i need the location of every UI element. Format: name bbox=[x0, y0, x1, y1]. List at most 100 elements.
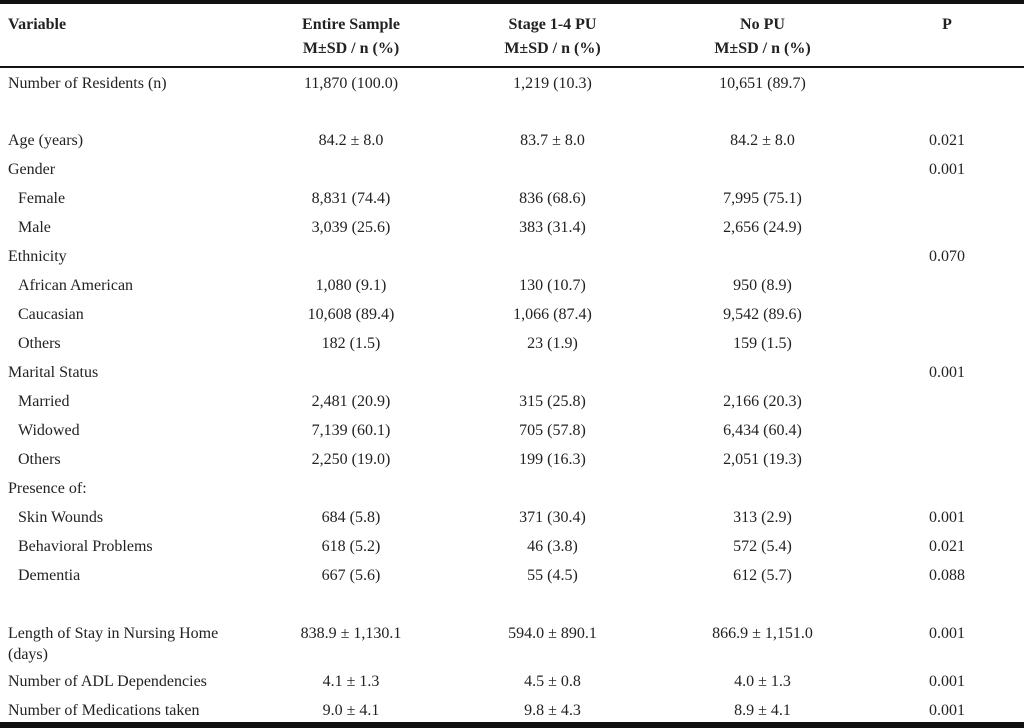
entire-sample-cell: 7,139 (60.1) bbox=[311, 422, 391, 439]
variable-cell: Male bbox=[18, 219, 51, 236]
column-header-stage-pu: Stage 1-4 PU M±SD / n (%) bbox=[450, 4, 655, 68]
table-row: Caucasian 10,608 (89.4) 1,066 (87.4) 9,542 … bbox=[0, 299, 1024, 328]
statistics-table: Variable Entire Sample M±SD / n (%) Stag… bbox=[0, 4, 1024, 724]
variable-cell: Married bbox=[18, 393, 70, 410]
spacer-cell bbox=[0, 589, 1024, 618]
p-value-cell bbox=[870, 212, 1024, 241]
p-value-cell: 0.001 bbox=[929, 702, 965, 719]
entire-sample-cell: 667 (5.6) bbox=[321, 567, 381, 584]
variable-cell: Others bbox=[18, 451, 61, 468]
table-row: Female 8,831 (74.4) 836 (68.6) 7,995 (75.1) bbox=[0, 183, 1024, 212]
column-header-label: No PU bbox=[740, 16, 785, 33]
entire-sample-cell: 2,250 (19.0) bbox=[311, 451, 391, 468]
p-value-cell bbox=[870, 67, 1024, 96]
entire-sample-cell: 84.2 ± 8.0 bbox=[318, 132, 384, 149]
entire-sample-cell: 4.1 ± 1.3 bbox=[322, 673, 380, 690]
entire-sample-cell: 9.0 ± 4.1 bbox=[322, 702, 380, 719]
variable-cell: African American bbox=[18, 277, 134, 294]
p-value-cell: 0.021 bbox=[929, 538, 965, 555]
p-value-cell: 0.001 bbox=[929, 161, 965, 178]
table-row: Number of Medications taken 9.0 ± 4.1 9.8 … bbox=[0, 695, 1024, 724]
stage-pu-cell: 23 (1.9) bbox=[527, 335, 578, 352]
p-value-cell: 0.001 bbox=[929, 509, 965, 526]
column-header-p-value: P bbox=[870, 4, 1024, 68]
no-pu-cell bbox=[655, 473, 870, 502]
no-pu-cell: 84.2 ± 8.0 bbox=[730, 132, 795, 149]
stage-pu-cell: 594.0 ± 890.1 bbox=[508, 625, 597, 642]
no-pu-cell: 313 (2.9) bbox=[733, 509, 792, 526]
column-header-label: Entire Sample bbox=[302, 16, 400, 33]
entire-sample-cell: 2,481 (20.9) bbox=[311, 393, 391, 410]
variable-cell: Ethnicity bbox=[8, 248, 67, 265]
entire-sample-cell: 1,080 (9.1) bbox=[315, 277, 387, 294]
stage-pu-cell: 383 (31.4) bbox=[519, 219, 586, 236]
column-header-label: P bbox=[942, 16, 952, 33]
variable-cell: Presence of: bbox=[8, 480, 87, 497]
p-value-cell bbox=[870, 415, 1024, 444]
no-pu-cell: 6,434 (60.4) bbox=[723, 422, 802, 439]
column-header-sublabel: M±SD / n (%) bbox=[504, 40, 601, 57]
no-pu-cell bbox=[655, 357, 870, 386]
column-header-entire-sample: Entire Sample M±SD / n (%) bbox=[252, 4, 450, 68]
p-value-cell bbox=[870, 386, 1024, 415]
spacer-row bbox=[0, 96, 1024, 125]
table-row: Marital Status 0.001 bbox=[0, 357, 1024, 386]
variable-cell: Widowed bbox=[18, 422, 80, 439]
header-row: Variable Entire Sample M±SD / n (%) Stag… bbox=[0, 4, 1024, 68]
variable-cell: Behavioral Problems bbox=[18, 538, 153, 555]
p-value-cell bbox=[870, 299, 1024, 328]
no-pu-cell: 866.9 ± 1,151.0 bbox=[712, 625, 813, 642]
stage-pu-cell: 55 (4.5) bbox=[527, 567, 578, 584]
stage-pu-cell bbox=[450, 154, 655, 183]
p-value-cell bbox=[870, 473, 1024, 502]
table-row: Dementia 667 (5.6) 55 (4.5) 612 (5.7) 0.088 bbox=[0, 560, 1024, 589]
spacer-cell bbox=[0, 96, 1024, 125]
no-pu-cell: 8.9 ± 4.1 bbox=[734, 702, 791, 719]
table-row: Married 2,481 (20.9) 315 (25.8) 2,166 (20.3… bbox=[0, 386, 1024, 415]
entire-sample-cell bbox=[252, 357, 450, 386]
table-row: Others 182 (1.5) 23 (1.9) 159 (1.5) bbox=[0, 328, 1024, 357]
stage-pu-cell: 1,066 (87.4) bbox=[513, 306, 592, 323]
entire-sample-cell bbox=[252, 241, 450, 270]
variable-cell: Length of Stay in Nursing Home (days) bbox=[8, 625, 219, 663]
stage-pu-cell: 46 (3.8) bbox=[527, 538, 578, 555]
variable-cell: Number of Residents (n) bbox=[8, 75, 167, 92]
stage-pu-cell: 1,219 (10.3) bbox=[513, 75, 592, 92]
stage-pu-cell: 705 (57.8) bbox=[519, 422, 586, 439]
no-pu-cell: 10,651 (89.7) bbox=[719, 75, 806, 92]
no-pu-cell: 159 (1.5) bbox=[733, 335, 792, 352]
column-header-label: Variable bbox=[8, 16, 67, 33]
no-pu-cell: 572 (5.4) bbox=[733, 538, 792, 555]
stage-pu-cell: 9.8 ± 4.3 bbox=[524, 702, 581, 719]
table-row: African American 1,080 (9.1) 130 (10.7) 950… bbox=[0, 270, 1024, 299]
table-row: Number of Residents (n) 11,870 (100.0) 1,2… bbox=[0, 67, 1024, 96]
p-value-cell: 0.021 bbox=[929, 132, 965, 149]
entire-sample-cell: 618 (5.2) bbox=[321, 538, 381, 555]
stage-pu-cell: 371 (30.4) bbox=[519, 509, 586, 526]
table-row: Age (years) 84.2 ± 8.0 83.7 ± 8.0 84.2 ± 8.… bbox=[0, 125, 1024, 154]
no-pu-cell: 2,166 (20.3) bbox=[723, 393, 802, 410]
entire-sample-cell bbox=[252, 473, 450, 502]
column-header-variable: Variable bbox=[0, 4, 252, 68]
table-header: Variable Entire Sample M±SD / n (%) Stag… bbox=[0, 4, 1024, 68]
no-pu-cell: 9,542 (89.6) bbox=[723, 306, 802, 323]
stage-pu-cell: 199 (16.3) bbox=[519, 451, 586, 468]
entire-sample-cell: 10,608 (89.4) bbox=[307, 306, 395, 323]
p-value-cell: 0.001 bbox=[929, 625, 965, 642]
p-value-cell: 0.070 bbox=[929, 248, 965, 265]
column-header-label: Stage 1-4 PU bbox=[508, 16, 597, 33]
table-row: Others 2,250 (19.0) 199 (16.3) 2,051 (19.3) bbox=[0, 444, 1024, 473]
variable-cell: Marital Status bbox=[8, 364, 99, 381]
p-value-cell bbox=[870, 183, 1024, 212]
no-pu-cell bbox=[655, 241, 870, 270]
entire-sample-cell: 3,039 (25.6) bbox=[311, 219, 391, 236]
stage-pu-cell: 315 (25.8) bbox=[519, 393, 586, 410]
stage-pu-cell bbox=[450, 473, 655, 502]
table-row: Number of ADL Dependencies 4.1 ± 1.3 4.5 ±… bbox=[0, 666, 1024, 695]
table-row: Presence of: bbox=[0, 473, 1024, 502]
table-row: Behavioral Problems 618 (5.2) 46 (3.8) 572 … bbox=[0, 531, 1024, 560]
p-value-cell bbox=[870, 328, 1024, 357]
p-value-cell bbox=[870, 444, 1024, 473]
stage-pu-cell: 4.5 ± 0.8 bbox=[524, 673, 581, 690]
